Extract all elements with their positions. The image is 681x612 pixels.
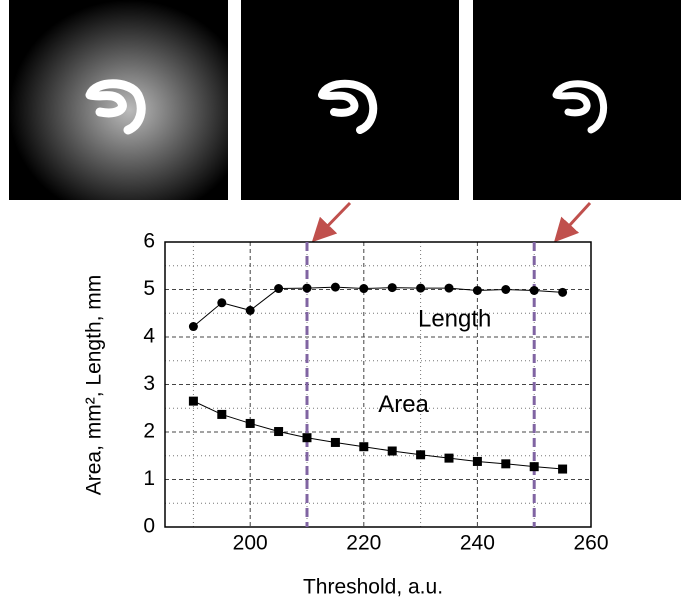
x-tick-label: 200 xyxy=(233,532,268,555)
x-axis-label: Threshold, a.u. xyxy=(303,576,443,599)
y-tick-label: 1 xyxy=(143,467,155,490)
page: Threshold, a.u. Area, mm², Length, mm 20… xyxy=(0,0,681,612)
point xyxy=(445,284,454,293)
point xyxy=(189,322,198,331)
series-label: Length xyxy=(418,306,491,333)
point xyxy=(303,284,312,293)
point xyxy=(473,286,482,295)
point xyxy=(530,462,539,471)
x-tick-label: 220 xyxy=(346,532,381,555)
point xyxy=(246,419,255,428)
point xyxy=(530,286,539,295)
point xyxy=(303,433,312,442)
point xyxy=(274,427,283,436)
point xyxy=(416,450,425,459)
series-label: Area xyxy=(378,391,429,418)
point xyxy=(388,283,397,292)
threshold-image xyxy=(473,0,681,200)
point xyxy=(501,459,510,468)
y-tick-label: 2 xyxy=(143,420,155,443)
point xyxy=(558,465,567,474)
y-tick-label: 5 xyxy=(143,277,155,300)
y-tick-label: 4 xyxy=(143,325,155,348)
arrow xyxy=(316,203,350,238)
y-tick-label: 6 xyxy=(143,230,155,253)
figure: Threshold, a.u. Area, mm², Length, mm 20… xyxy=(0,0,681,607)
y-tick-label: 3 xyxy=(143,372,155,395)
point xyxy=(359,442,368,451)
point xyxy=(416,284,425,293)
point xyxy=(217,410,226,419)
x-tick-label: 260 xyxy=(573,532,608,555)
point xyxy=(359,284,368,293)
point xyxy=(246,306,255,315)
images xyxy=(9,0,681,200)
point xyxy=(331,283,340,292)
point xyxy=(558,288,567,297)
y-axis-label: Area, mm², Length, mm xyxy=(83,275,106,496)
point xyxy=(501,285,510,294)
point xyxy=(189,397,198,406)
arrow xyxy=(558,203,590,238)
y-tick-label: 0 xyxy=(143,515,155,538)
point xyxy=(274,284,283,293)
x-tick-label: 240 xyxy=(460,532,495,555)
point xyxy=(217,298,226,307)
point xyxy=(445,454,454,463)
point xyxy=(473,457,482,466)
point xyxy=(388,447,397,456)
point xyxy=(331,438,340,447)
